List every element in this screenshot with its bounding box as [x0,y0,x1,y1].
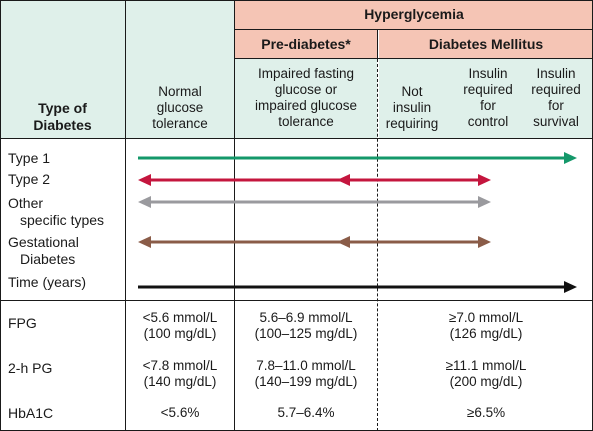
insulin-control-line-2: required [463,82,513,97]
prediabetes-dm-divider [377,30,378,58]
insulin-control-heading: Insulin required for control [456,66,520,130]
normal-line-2: glucose [156,100,204,115]
type2-arrow-head-left [138,174,151,186]
impaired-line-2: glucose or [274,82,338,97]
insulin-survival-heading: Insulin required for survival [522,66,590,130]
criteria-divider [0,300,593,301]
gestational-arrow-head-left [138,236,151,248]
type-of-line: Type of [38,100,87,116]
fpg-dm-mmol: ≥7.0 mmol/L [448,310,524,325]
header-dm-subcell [379,59,593,138]
fpg-diabetes-value: ≥7.0 mmol/L (126 mg/dL) [379,310,593,342]
header-diabetes-mellitus-cell [379,30,593,58]
insulin-survival-line-1: Insulin [536,66,576,81]
other-types-arrow [138,196,491,208]
time-arrow-head [564,281,577,293]
column-divider-2 [234,0,235,431]
gestational-arrow-head-mid [337,236,350,248]
hba1c-label: HbA1C [8,405,54,421]
fpg-label: FPG [8,315,37,331]
type2-label: Type 2 [8,171,51,187]
fpg-dm-mgdl: (126 mg/dL) [449,326,523,341]
subheader-divider [235,58,593,59]
impaired-line-4: tolerance [278,114,334,129]
header-impaired-cell [235,59,377,138]
normal-glucose-tolerance-heading: Normal glucose tolerance [126,84,234,132]
insulin-control-line-1: Insulin [468,66,508,81]
diabetes-mellitus-title: Diabetes Mellitus [428,36,544,52]
insulin-control-line-3: for [480,98,496,113]
type-of-diabetes-heading: Type of Diabetes [0,100,125,134]
diabetes-line: Diabetes [33,117,92,133]
2h-pg-normal-mmol: <7.8 mmol/L [142,358,218,373]
impaired-line-1: Impaired fasting [257,66,355,81]
other-line-2: specific types [20,212,105,228]
hba1c-prediabetes-value: 5.7–6.4% [277,405,335,420]
hyperglycemia-title: Hyperglycemia [364,6,464,22]
type2-arrow-head-mid [337,174,350,186]
header-hyperglycemia-cell [235,0,593,29]
2h-pg-diabetes-value: ≥11.1 mmol/L (200 mg/dL) [379,358,593,390]
impaired-line-3: impaired glucose [254,98,358,113]
not-insulin-line-3: requiring [385,116,439,131]
insulin-survival-line-2: required [531,82,581,97]
gestational-arrow [138,236,491,248]
gestational-line-1: Gestational [8,234,79,250]
fpg-normal-value: <5.6 mmol/L (100 mg/dL) [126,310,234,342]
other-line-1: Other [8,195,44,211]
fpg-pre-mgdl: (100–125 mg/dL) [254,326,358,341]
fpg-normal-mmol: <5.6 mmol/L [142,310,218,325]
type2-arrow-head-right [478,174,491,186]
fpg-normal-mgdl: (100 mg/dL) [143,326,217,341]
border-top [0,0,593,1]
2h-pg-label: 2-h PG [8,360,53,376]
insulin-survival-line-3: for [548,98,564,113]
time-years-label: Time (years) [8,274,87,290]
header-normal-cell [126,0,234,138]
normal-line-1: Normal [158,84,202,99]
hba1c-diabetes-value: ≥6.5% [466,405,506,420]
border-left [0,0,1,431]
type2-arrow [138,174,491,186]
not-insulin-line-2: insulin [392,100,432,115]
type1-label: Type 1 [8,150,51,166]
gestational-diabetes-label: Gestational Diabetes [8,234,128,268]
dashed-divider [377,59,378,431]
impaired-glucose-heading: Impaired fasting glucose or impaired glu… [235,66,377,130]
2h-pg-normal-value: <7.8 mmol/L (140 mg/dL) [126,358,234,390]
type1-arrow [138,152,577,164]
2h-pg-pre-mgdl: (140–199 mg/dL) [254,374,358,389]
prediabetes-title: Pre-diabetes* [261,36,351,52]
normal-line-3: tolerance [152,116,208,131]
2h-pg-dm-mgdl: (200 mg/dL) [449,374,523,389]
2h-pg-dm-mmol: ≥11.1 mmol/L [445,358,527,373]
insulin-control-line-4: control [467,114,509,129]
other-arrow-head-left [138,196,151,208]
time-arrow [138,281,577,293]
type1-arrow-head [564,152,577,164]
fpg-prediabetes-value: 5.6–6.9 mmol/L (100–125 mg/dL) [235,310,377,342]
header-bottom-divider [0,138,593,139]
hba1c-normal-value: <5.6% [160,405,200,420]
other-arrow-head-right [478,196,491,208]
gestational-arrow-head-right [478,236,491,248]
2h-pg-prediabetes-value: 7.8–11.0 mmol/L (140–199 mg/dL) [235,358,377,390]
fpg-pre-mmol: 5.6–6.9 mmol/L [259,310,353,325]
hyperglycemia-divider [235,29,593,30]
2h-pg-pre-mmol: 7.8–11.0 mmol/L [256,358,356,373]
header-type-cell [0,0,125,138]
column-divider-1 [125,0,126,431]
not-insulin-requiring-heading: Not insulin requiring [380,84,444,132]
gestational-line-2: Diabetes [20,251,76,267]
insulin-survival-line-4: survival [533,114,579,129]
not-insulin-line-1: Not [401,84,423,99]
2h-pg-normal-mgdl: (140 mg/dL) [143,374,217,389]
header-prediabetes-cell [235,30,377,58]
other-specific-types-label: Other specific types [8,195,128,229]
